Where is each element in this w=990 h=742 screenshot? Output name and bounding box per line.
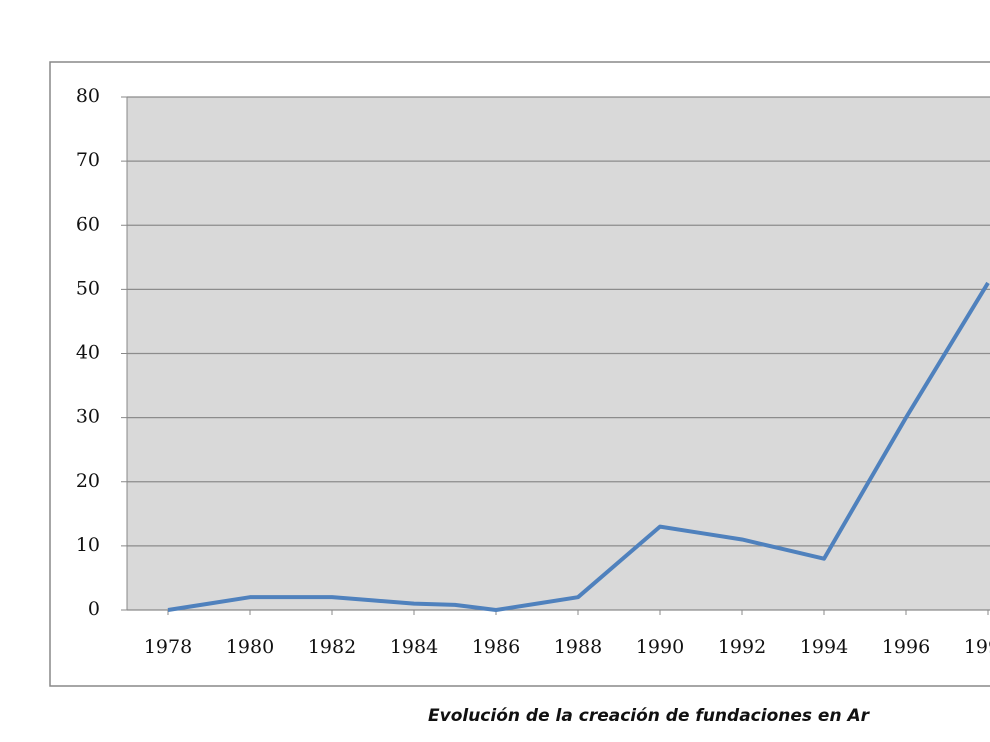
x-tick-label: 1990 bbox=[636, 636, 684, 658]
data-line bbox=[167, 281, 990, 612]
y-tick-label: 50 bbox=[76, 277, 100, 299]
y-tick-label: 20 bbox=[76, 470, 100, 492]
x-tick-label: 1986 bbox=[472, 636, 520, 658]
x-tick-label: 1978 bbox=[144, 636, 192, 658]
x-tick-label: 1992 bbox=[718, 636, 766, 658]
x-tick-label: 1982 bbox=[308, 636, 356, 658]
y-tick-label: 40 bbox=[76, 342, 100, 364]
x-tick-label: 1984 bbox=[390, 636, 438, 658]
y-tick-label: 0 bbox=[88, 598, 100, 620]
y-tick-label: 30 bbox=[76, 406, 100, 428]
y-tick-label: 80 bbox=[76, 85, 100, 107]
x-tick-label: 1988 bbox=[554, 636, 602, 658]
y-tick-label: 60 bbox=[76, 213, 100, 235]
x-tick-label: 1996 bbox=[882, 636, 930, 658]
y-tick-label: 70 bbox=[76, 149, 100, 171]
chart-title: Evolución de la creación de fundaciones … bbox=[428, 706, 871, 726]
y-tick-label: 10 bbox=[76, 534, 100, 556]
x-tick-label: 1994 bbox=[800, 636, 848, 658]
x-tick-label: 1998 bbox=[964, 636, 990, 658]
x-tick-label: 1980 bbox=[226, 636, 274, 658]
